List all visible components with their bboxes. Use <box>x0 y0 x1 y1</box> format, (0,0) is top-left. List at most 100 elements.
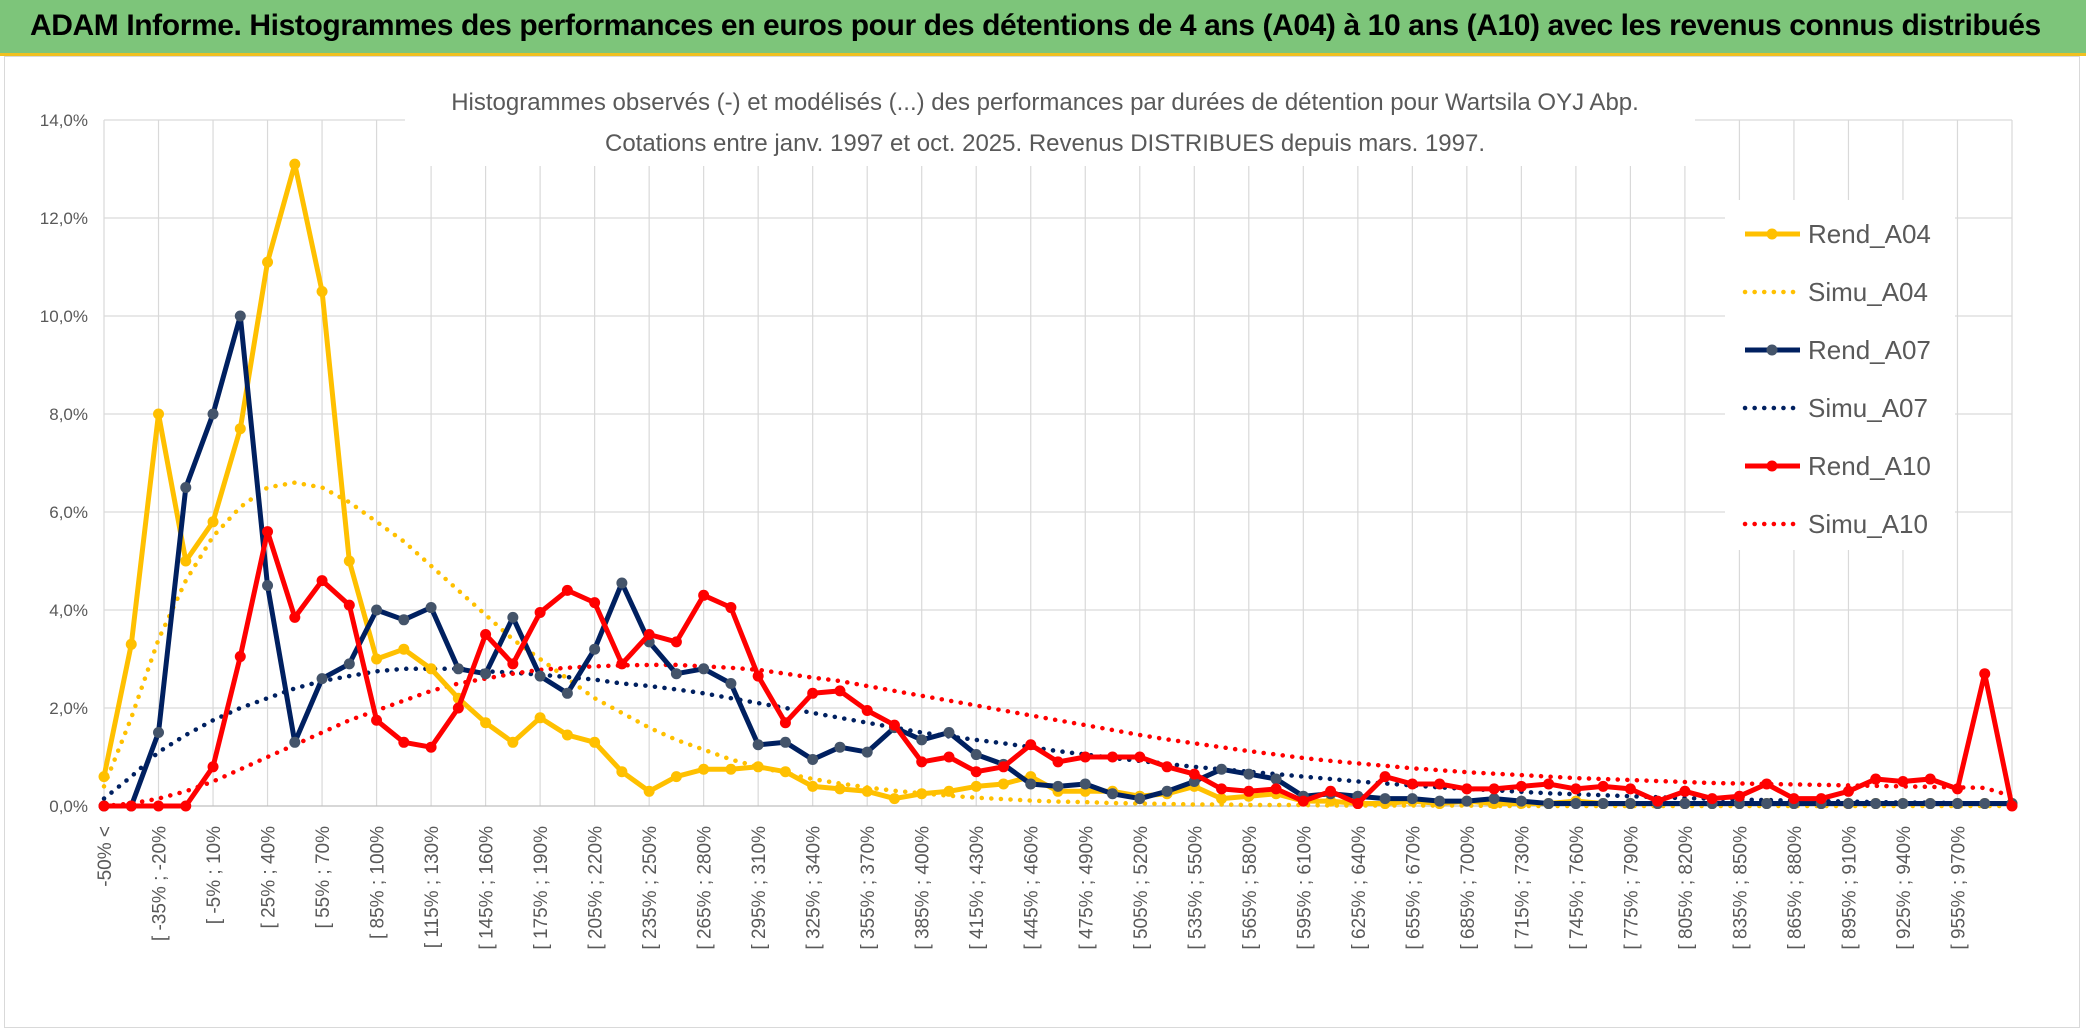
point-Rend_A07 <box>1025 778 1037 790</box>
report-title: ADAM Informe. Histogrammes des performan… <box>30 9 2041 42</box>
point-Rend_A04 <box>916 788 928 800</box>
point-Rend_A10 <box>371 714 383 726</box>
point-Rend_A07 <box>1461 795 1473 807</box>
point-Rend_A10 <box>888 719 900 731</box>
legend-item-Simu_A04: Simu_A04 <box>1742 277 1928 307</box>
point-Rend_A10 <box>807 687 819 699</box>
point-Rend_A04 <box>943 785 955 797</box>
point-Rend_A10 <box>343 599 355 611</box>
y-tick-label: 0,0% <box>49 797 88 816</box>
point-Rend_A07 <box>943 727 955 738</box>
point-Rend_A07 <box>289 736 301 748</box>
y-tick-label: 2,0% <box>49 699 88 718</box>
point-Rend_A07 <box>970 749 982 761</box>
legend-label: Simu_A10 <box>1808 509 1928 539</box>
x-tick-label: [ 25% ; 40% <box>259 826 280 929</box>
point-Rend_A10 <box>1025 739 1037 751</box>
legend-marker <box>1766 460 1778 472</box>
point-Rend_A04 <box>888 793 900 805</box>
point-Rend_A04 <box>398 643 410 655</box>
point-Rend_A10 <box>834 685 846 697</box>
point-Rend_A07 <box>1216 763 1228 775</box>
point-Rend_A07 <box>153 727 165 738</box>
point-Rend_A07 <box>234 310 246 322</box>
x-tick-label: [ 385% ; 400% <box>913 826 934 950</box>
point-Rend_A07 <box>861 746 873 758</box>
point-Rend_A10 <box>534 606 546 618</box>
point-Rend_A04 <box>425 663 437 675</box>
point-Rend_A10 <box>1352 798 1364 810</box>
point-Rend_A04 <box>153 408 165 420</box>
point-Rend_A10 <box>1406 778 1418 790</box>
point-Rend_A07 <box>1107 788 1119 800</box>
point-Rend_A04 <box>507 736 519 748</box>
point-Rend_A04 <box>534 712 546 724</box>
point-Rend_A07 <box>1597 798 1609 810</box>
legend-background <box>1725 200 1955 550</box>
point-Rend_A07 <box>262 580 274 591</box>
point-Rend_A04 <box>316 286 328 297</box>
point-Rend_A07 <box>1488 793 1500 805</box>
x-tick-label: [ 145% ; 160% <box>477 826 498 950</box>
point-Rend_A04 <box>1216 793 1228 805</box>
point-Rend_A10 <box>1897 776 1909 787</box>
point-Rend_A10 <box>125 800 137 812</box>
point-Rend_A10 <box>1951 783 1963 795</box>
point-Rend_A07 <box>343 658 355 670</box>
point-Rend_A07 <box>1951 798 1963 810</box>
point-Rend_A10 <box>916 756 928 768</box>
x-axis-ticks: -50% < [ -35% ; -20% [ -5% ; 10% [ 25% ; 40… <box>95 826 1969 950</box>
point-Rend_A04 <box>180 555 192 567</box>
point-Rend_A10 <box>1815 793 1827 805</box>
point-Rend_A10 <box>153 800 165 812</box>
point-Rend_A10 <box>2006 800 2018 812</box>
chart-title-line1: Histogrammes observés (-) et modélisés (… <box>451 89 1639 116</box>
point-Rend_A10 <box>1188 768 1200 780</box>
chart-frame <box>4 56 2080 1028</box>
point-Rend_A07 <box>507 611 519 623</box>
x-tick-label: -50% < <box>95 826 116 887</box>
legend-label: Rend_A10 <box>1808 451 1931 481</box>
point-Rend_A10 <box>1434 778 1446 790</box>
point-Rend_A04 <box>561 729 573 741</box>
point-Rend_A07 <box>1761 798 1773 810</box>
point-Rend_A10 <box>1842 785 1854 797</box>
point-Rend_A10 <box>970 766 982 778</box>
legend-item-Rend_A10: Rend_A10 <box>1745 451 1931 481</box>
point-Rend_A04 <box>343 555 355 567</box>
point-Rend_A10 <box>1325 785 1337 797</box>
point-Rend_A10 <box>1079 751 1091 763</box>
point-Rend_A10 <box>698 589 710 601</box>
point-Rend_A10 <box>1543 778 1555 790</box>
point-Rend_A10 <box>425 741 437 753</box>
point-Rend_A10 <box>1924 773 1936 785</box>
chart-title-line2: Cotations entre janv. 1997 et oct. 2025.… <box>605 130 1485 157</box>
point-Rend_A07 <box>452 663 464 675</box>
point-Rend_A07 <box>1924 798 1936 810</box>
x-tick-label: [ 295% ; 310% <box>749 826 770 950</box>
series-Rend_A10 <box>98 526 2018 812</box>
point-Rend_A07 <box>1434 795 1446 807</box>
point-Rend_A10 <box>507 658 519 670</box>
legend-marker <box>1766 228 1778 240</box>
title-background <box>405 74 1695 166</box>
x-tick-label: [ 535% ; 550% <box>1185 826 1206 950</box>
point-Rend_A04 <box>752 761 764 773</box>
x-tick-label: [ 235% ; 250% <box>640 826 661 950</box>
point-Rend_A10 <box>1134 751 1146 763</box>
point-Rend_A10 <box>1243 785 1255 797</box>
x-tick-label: [ 85% ; 100% <box>368 826 389 939</box>
point-Rend_A04 <box>207 516 219 528</box>
x-tick-label: [ 595% ; 610% <box>1294 826 1315 950</box>
point-Rend_A07 <box>316 673 328 685</box>
x-tick-label: [ 355% ; 370% <box>858 826 879 950</box>
point-Rend_A07 <box>1052 780 1064 792</box>
point-Rend_A07 <box>1570 798 1582 810</box>
point-Rend_A10 <box>180 800 192 812</box>
point-Rend_A07 <box>616 577 628 589</box>
point-Rend_A10 <box>616 658 628 670</box>
x-tick-label: [ 655% ; 670% <box>1403 826 1424 950</box>
point-Rend_A10 <box>725 602 737 614</box>
report-banner: ADAM Informe. Histogrammes des performan… <box>0 0 2086 56</box>
point-Rend_A07 <box>534 670 546 682</box>
